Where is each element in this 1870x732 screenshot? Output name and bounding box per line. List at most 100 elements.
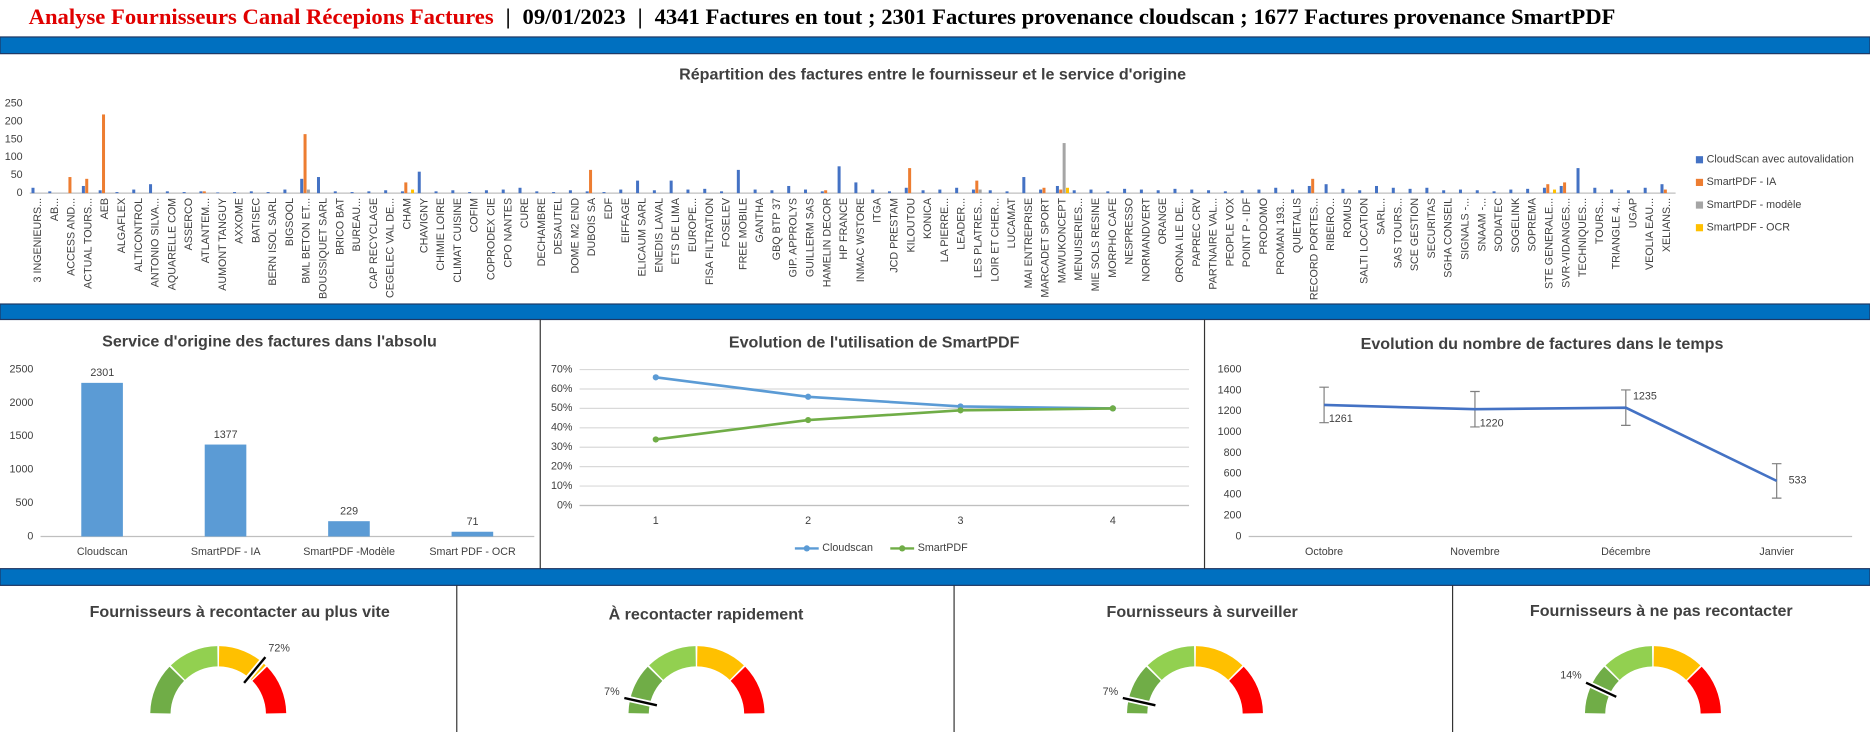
x-tick-label: INMAC WSTORE [855, 198, 867, 282]
bar [1123, 188, 1127, 194]
bar [904, 187, 908, 194]
x-tick-label: JCD PRESTAM [889, 198, 901, 273]
bar [1005, 191, 1009, 194]
x-tick-label: NORMANDVERT [1140, 197, 1152, 281]
x-tick-label: PRODOMO [1258, 198, 1270, 255]
line [655, 407, 1113, 441]
bar [1610, 189, 1614, 194]
bar [669, 180, 673, 194]
x-tick-label: AB... [49, 198, 61, 221]
x-tick-label: CURE [519, 198, 531, 228]
x-tick-label: AUMONT TANGUY [217, 198, 229, 291]
bar [652, 190, 656, 194]
x-tick-label: SALTI LOCATION [1359, 198, 1371, 284]
x-tick-label: SAS TOURS... [1392, 198, 1404, 268]
x-tick-label: TOURS... [1594, 198, 1606, 244]
header-title: Analyse Fournisseurs Canal Récepions Fac… [29, 4, 494, 29]
x-tick-label: CHAVIGNY [418, 198, 430, 253]
legend-label: SmartPDF [918, 542, 968, 554]
gauge-segment [1653, 646, 1701, 680]
x-tick-label: MAI ENTREPRISE [1023, 198, 1035, 289]
y-tick-label: 60% [551, 383, 573, 395]
bar [68, 177, 72, 194]
bar [400, 191, 404, 194]
y-tick-label: 0% [557, 499, 573, 511]
bar [451, 531, 494, 537]
data-label: 1377 [214, 429, 238, 441]
bar [1156, 190, 1160, 194]
bar [1374, 185, 1378, 194]
x-tick-label: SECURITAS [1426, 198, 1438, 259]
bar [619, 189, 623, 194]
x-tick-label: LUCAMAT [1006, 197, 1018, 248]
legend-marker [899, 545, 906, 552]
bar [589, 169, 593, 194]
x-tick-label: 2 [805, 515, 811, 527]
bar [204, 444, 247, 537]
x-tick-label: ACCESS AND... [66, 198, 78, 276]
x-tick-label: XELIANS... [1661, 198, 1673, 252]
bar [1207, 190, 1211, 194]
legend-label: SmartPDF - OCR [1707, 222, 1791, 234]
x-tick-label: TRIANGLE 4... [1611, 198, 1623, 269]
legend-label: SmartPDF - IA [1707, 176, 1778, 188]
x-tick-label: DECHAMBRE [536, 198, 548, 266]
x-tick-label: 3 INGENIEURS... [32, 198, 44, 283]
x-tick-label: 3 [958, 515, 964, 527]
x-tick-label: FREE MOBILE [737, 198, 749, 270]
bar [199, 191, 203, 194]
bar [300, 178, 304, 194]
bar [249, 191, 253, 194]
y-tick-label: 1500 [10, 430, 34, 442]
gauge-segment [649, 646, 696, 680]
bar [1291, 189, 1295, 194]
x-tick-label: LA PIERRE... [939, 198, 951, 262]
y-tick-label: 30% [551, 441, 573, 453]
chart-title: Service d'origine des factures dans l'ab… [102, 332, 437, 350]
x-tick-label: SIGNALS -... [1460, 198, 1472, 260]
bar [1324, 184, 1328, 194]
x-tick-label: DOME M2 END [569, 198, 581, 274]
x-tick-label: MAWUKONCEPT [1056, 197, 1068, 283]
y-tick-label: 2500 [10, 363, 34, 375]
bar [1089, 189, 1093, 194]
x-tick-label: CHAM [402, 198, 414, 230]
bar [908, 168, 912, 194]
chart-title: Fournisseurs à recontacter au plus vite [90, 603, 390, 621]
bar [328, 521, 370, 537]
chart-title: Fournisseurs à surveiller [1107, 603, 1299, 621]
chart-title: Evolution du nombre de factures dans le … [1361, 335, 1724, 353]
x-tick-label: POINT P - IDF [1241, 197, 1253, 267]
bar [978, 189, 982, 194]
y-tick-label: 0 [1236, 530, 1242, 542]
x-tick-label: GUILLERM SAS [805, 198, 817, 277]
bar [1039, 189, 1043, 194]
x-tick-label: CAP RECYCLAGE [368, 198, 380, 289]
x-tick-label: BERN ISOL SARL [267, 198, 279, 286]
x-tick-label: KONICA [922, 197, 934, 239]
x-tick-label: Octobre [1305, 546, 1343, 558]
legend-marker [803, 545, 810, 552]
y-tick-label: 1400 [1218, 384, 1242, 396]
gauge-segment [1147, 646, 1195, 680]
bar [824, 190, 828, 194]
bar [602, 192, 606, 194]
gauge-segment [1229, 666, 1263, 714]
x-tick-label: PAPREC CRV [1191, 197, 1203, 267]
gauge-segment [170, 646, 218, 680]
chart-title: Répartition des factures entre le fourni… [679, 65, 1186, 83]
x-tick-label: MENUISERIES... [1073, 198, 1085, 281]
x-tick-label: LES PLATRES... [972, 198, 984, 278]
bar [384, 190, 388, 194]
bar [102, 114, 106, 194]
x-tick-label: COFIM [469, 198, 481, 233]
y-tick-label: 50 [11, 169, 23, 181]
x-tick-label: SOPREMA [1527, 197, 1539, 251]
gauge-label: 72% [268, 643, 290, 655]
x-tick-label: CEGELEC VAL DE... [385, 198, 397, 298]
x-tick-label: BRICO BAT [334, 197, 346, 254]
bar [81, 382, 123, 537]
y-tick-label: 500 [15, 497, 33, 509]
bar [306, 189, 310, 194]
x-tick-label: GBQ BTP 37 [771, 198, 783, 260]
